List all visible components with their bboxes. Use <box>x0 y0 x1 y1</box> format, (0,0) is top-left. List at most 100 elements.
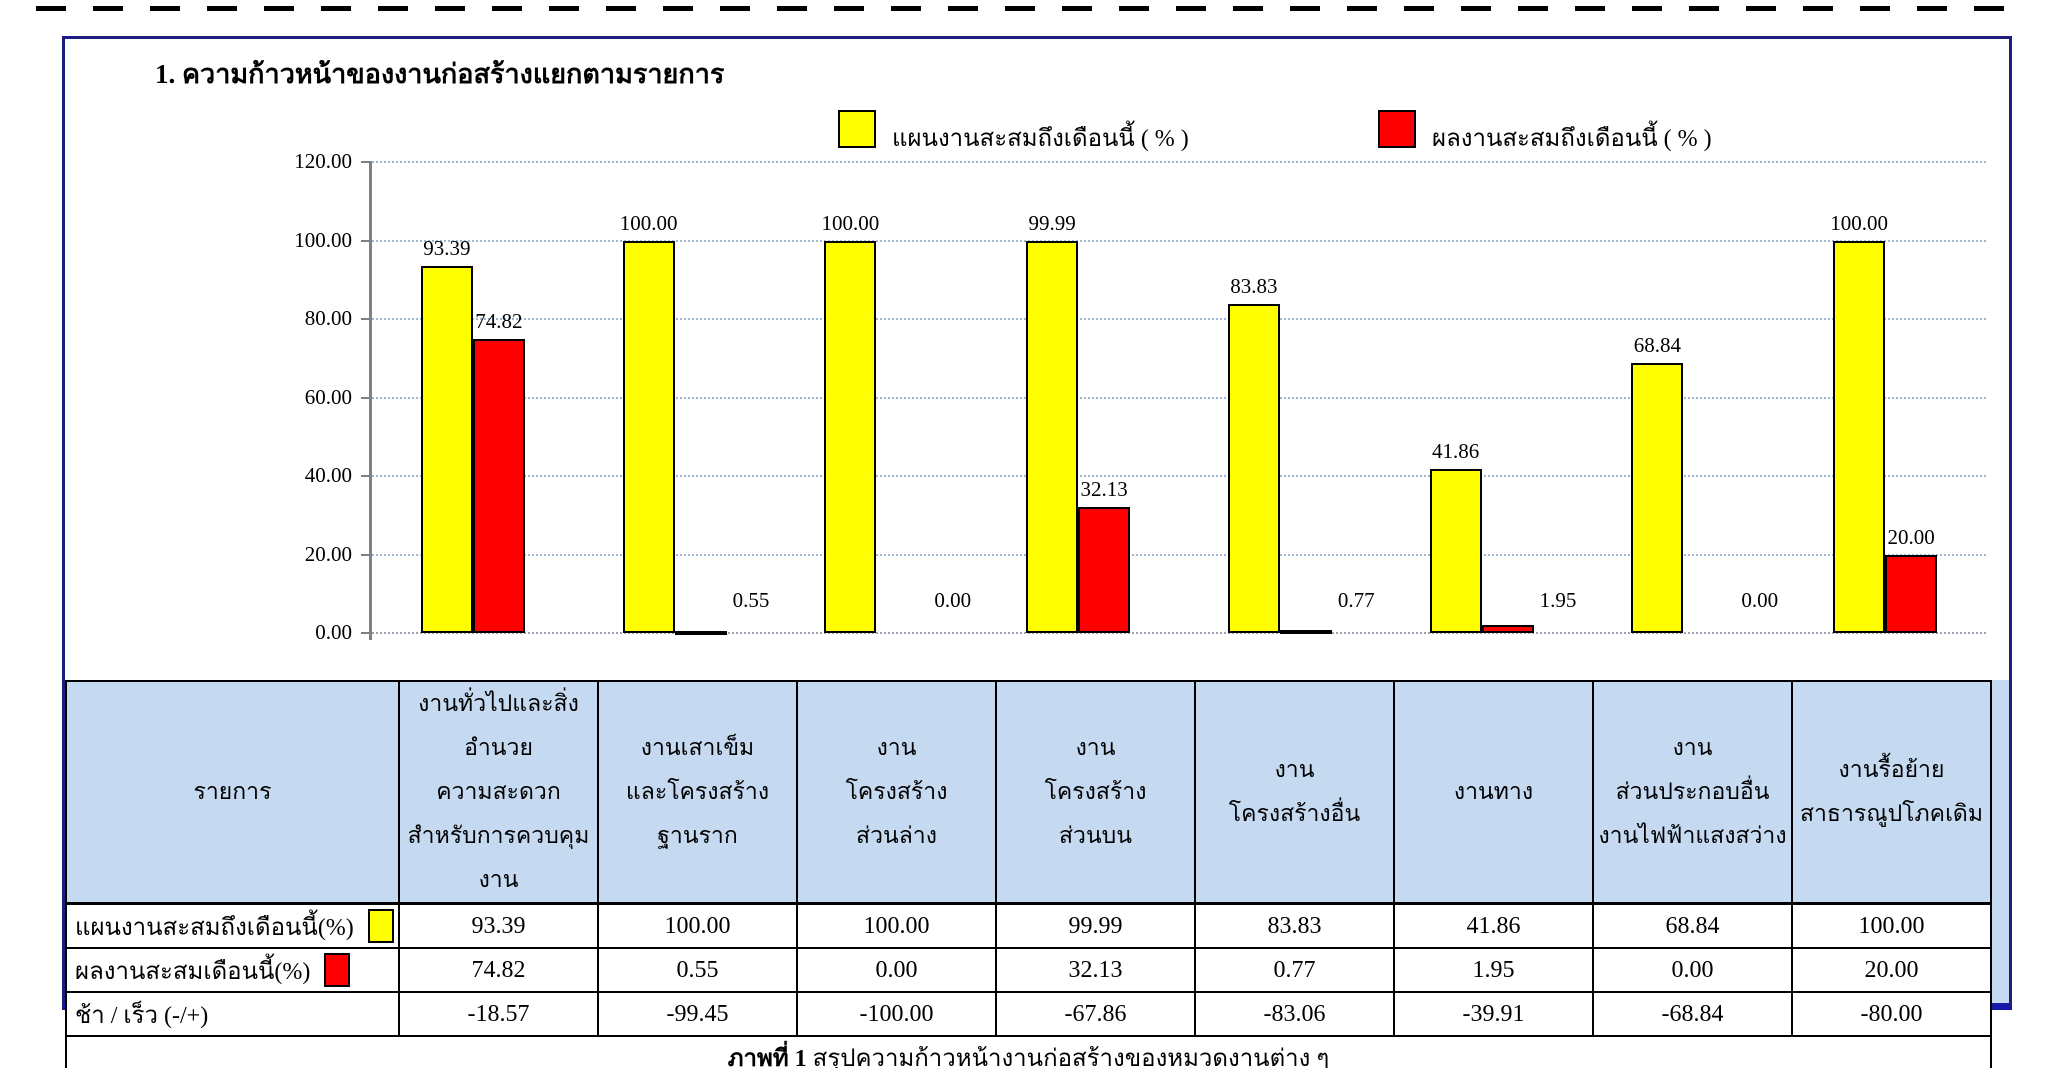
plan-bar <box>1429 468 1482 633</box>
table-header-cell: งานเสาเข็ม และโครงสร้าง ฐานราก <box>597 680 798 905</box>
bar-value-label: 1.95 <box>1539 588 1577 612</box>
bar-value-label: 32.13 <box>1080 476 1128 501</box>
y-axis-tick <box>361 318 372 320</box>
bar-value-label: 74.82 <box>475 309 523 334</box>
bar-value-label: 99.99 <box>1028 210 1076 235</box>
actual-bar <box>1279 629 1332 634</box>
table-cell: 93.39 <box>398 902 599 949</box>
table-cell: -68.84 <box>1592 991 1793 1037</box>
table-header-cell: งานทั่วไปและสิ่งอำนวย ความสะดวก สำหรับกา… <box>398 680 599 905</box>
grid-line <box>372 553 1986 556</box>
y-axis-line <box>369 162 372 640</box>
table-header-cell: งานทาง <box>1393 680 1594 905</box>
y-axis-tick <box>361 239 372 242</box>
row-label: ผลงานสะสมเดือนนี้(%) <box>75 958 311 985</box>
table-header-cell: งานรื้อย้าย สาธารณูปโภคเดิม <box>1791 680 1992 905</box>
table-cell: 0.00 <box>1592 947 1793 993</box>
y-axis-label: 100.00 <box>294 227 352 252</box>
data-table: รายการ งานทั่วไปและสิ่งอำนวย ความสะดวก สำ… <box>65 680 1992 1068</box>
table-caption: ภาพที่ 1 สรุปความก้าวหน้างานก่อสร้างของห… <box>65 1035 1992 1068</box>
figure-title: 1. ความก้าวหน้าของงานก่อสร้างแยกตามรายกา… <box>155 59 725 89</box>
grid-line <box>372 161 1986 163</box>
table-cell: 83.83 <box>1194 902 1395 949</box>
table-cell: 100.00 <box>597 902 798 949</box>
plan-bar <box>1227 303 1280 633</box>
row-label-cell: แผนงานสะสมถึงเดือนนี้(%) <box>65 902 400 949</box>
table-row: แผนงานสะสมถึงเดือนนี้(%) 93.39 100.00 100.0… <box>65 902 1992 949</box>
caption-bold: ภาพที่ 1 <box>727 1046 807 1068</box>
row-label: แผนงานสะสมถึงเดือนนี้(%) <box>75 914 354 941</box>
grid-line <box>372 318 1986 320</box>
row-label-cell: ผลงานสะสมเดือนนี้(%) <box>65 947 400 993</box>
table-cell: -80.00 <box>1791 991 1992 1037</box>
table-cell: -100.00 <box>796 991 997 1037</box>
y-axis-tick <box>361 396 372 399</box>
table-cell: 41.86 <box>1393 902 1594 949</box>
table-cell: -18.57 <box>398 991 599 1037</box>
table-cell: 74.82 <box>398 947 599 993</box>
row-swatch-icon <box>324 953 351 987</box>
table-cell: 1.95 <box>1393 947 1594 993</box>
bar-value-label: 20.00 <box>1887 524 1935 549</box>
bar-value-label: 41.86 <box>1432 438 1480 463</box>
table-header-cell: งาน โครงสร้างอื่น <box>1194 680 1395 905</box>
actual-bar <box>674 630 727 635</box>
plan-bar <box>1026 240 1079 633</box>
y-axis-tick <box>361 475 372 477</box>
actual-bar <box>1481 625 1534 633</box>
bar-value-label: 0.55 <box>732 588 770 612</box>
row-label: ช้า / เร็ว (-/+) <box>75 1002 209 1029</box>
row-swatch-icon <box>367 909 394 943</box>
y-axis-label: 20.00 <box>304 541 352 566</box>
table-cell: -67.86 <box>995 991 1196 1037</box>
table-cell: 0.77 <box>1194 947 1395 993</box>
page-break-dashes <box>36 6 2026 11</box>
legend-actual-swatch <box>1378 110 1416 148</box>
grid-line <box>372 475 1986 477</box>
table-header-row: รายการ งานทั่วไปและสิ่งอำนวย ความสะดวก สำ… <box>65 680 1992 905</box>
table-header-cell: งาน โครงสร้าง ส่วนล่าง <box>796 680 997 905</box>
table-cell: 100.00 <box>796 902 997 949</box>
table-header-cell: งาน ส่วนประกอบอื่น งานไฟฟ้าแสงสว่าง <box>1592 680 1793 905</box>
y-axis-label: 0.00 <box>315 620 352 644</box>
y-axis-label: 40.00 <box>304 463 352 487</box>
table-cell: 0.55 <box>597 947 798 993</box>
table-cell: -83.06 <box>1194 991 1395 1037</box>
plan-bar <box>622 240 675 633</box>
table-header-cell: งาน โครงสร้าง ส่วนบน <box>995 680 1196 905</box>
actual-bar <box>1078 506 1131 633</box>
actual-bar <box>472 339 525 633</box>
caption-row: ภาพที่ 1 สรุปความก้าวหน้างานก่อสร้างของห… <box>65 1035 1992 1068</box>
legend-plan-swatch <box>838 110 876 148</box>
table-cell: 99.99 <box>995 902 1196 949</box>
bar-value-label: 100.00 <box>821 210 880 235</box>
table-cell: 32.13 <box>995 947 1196 993</box>
x-axis-line <box>372 632 1986 634</box>
plan-bar <box>420 266 473 633</box>
row-label-cell: ช้า / เร็ว (-/+) <box>65 991 400 1037</box>
legend-plan-label: แผนงานสะสมถึงเดือนนี้ ( % ) <box>892 126 1189 152</box>
y-axis-label: 80.00 <box>304 306 352 330</box>
grid-line <box>372 239 1986 242</box>
legend-actual-label: ผลงานสะสมถึงเดือนนี้ ( % ) <box>1432 126 1712 152</box>
bar-value-label: 0.00 <box>934 588 972 612</box>
plan-bar <box>1631 362 1684 633</box>
y-axis-tick <box>361 161 372 163</box>
y-axis-tick <box>361 632 372 634</box>
plan-bar <box>824 240 877 633</box>
y-axis-label: 120.00 <box>294 149 352 173</box>
actual-bar <box>1885 554 1938 633</box>
bar-value-label: 93.39 <box>423 236 471 261</box>
grid-line <box>372 396 1986 399</box>
y-axis-label: 60.00 <box>304 384 352 409</box>
bar-value-label: 68.84 <box>1633 332 1681 357</box>
plot-area: 93.39 100.00 100.00 99.99 83.83 41.86 68.84 100… <box>369 161 1986 640</box>
plan-bar <box>1833 240 1886 633</box>
table-cell: 20.00 <box>1791 947 1992 993</box>
bar-value-label: 83.83 <box>1230 273 1278 298</box>
bar-value-label: 0.77 <box>1337 588 1375 612</box>
bar-value-label: 0.00 <box>1741 588 1779 612</box>
table-cell: 68.84 <box>1592 902 1793 949</box>
table-cell: 100.00 <box>1791 902 1992 949</box>
